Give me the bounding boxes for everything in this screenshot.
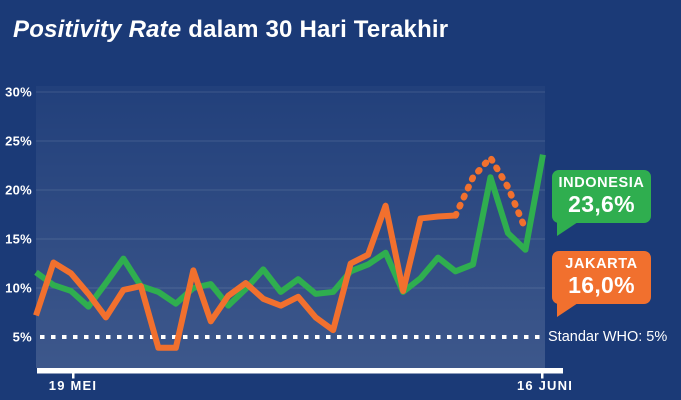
legend-indonesia-value: 23,6% bbox=[568, 190, 635, 217]
x-axis-label-start: 19 MEI bbox=[48, 378, 98, 393]
x-axis-tick-start bbox=[72, 373, 75, 379]
title-italic-part: Positivity Rate bbox=[13, 16, 182, 43]
y-axis-label: 15% bbox=[5, 231, 32, 247]
y-axis-label: 5% bbox=[12, 329, 32, 345]
x-axis-tick-end bbox=[541, 373, 544, 379]
page-title: Positivity Rate dalam 30 Hari Terakhir bbox=[13, 16, 448, 44]
y-axis-label: 30% bbox=[5, 84, 32, 100]
jakarta-line-dotted bbox=[452, 154, 529, 233]
legend-indonesia: INDONESIA 23,6% bbox=[552, 170, 651, 236]
legend-indonesia-name: INDONESIA bbox=[558, 175, 645, 192]
y-axis-label: 20% bbox=[5, 182, 32, 198]
plot-area bbox=[36, 86, 545, 368]
x-axis-label-end: 16 JUNI bbox=[516, 378, 574, 393]
y-axis-label: 25% bbox=[5, 133, 32, 149]
legend-jakarta: JAKARTA 16,0% bbox=[552, 251, 651, 317]
indonesia-line bbox=[34, 154, 546, 310]
who-reference-label: Standar WHO: 5% bbox=[548, 329, 668, 345]
title-regular-part: dalam 30 Hari Terakhir bbox=[181, 16, 449, 43]
legend-jakarta-name: JAKARTA bbox=[565, 256, 638, 273]
jakarta-line-solid bbox=[33, 202, 456, 351]
x-axis-line bbox=[37, 368, 563, 374]
legend-jakarta-value: 16,0% bbox=[568, 271, 635, 298]
y-axis-label: 10% bbox=[5, 280, 32, 296]
